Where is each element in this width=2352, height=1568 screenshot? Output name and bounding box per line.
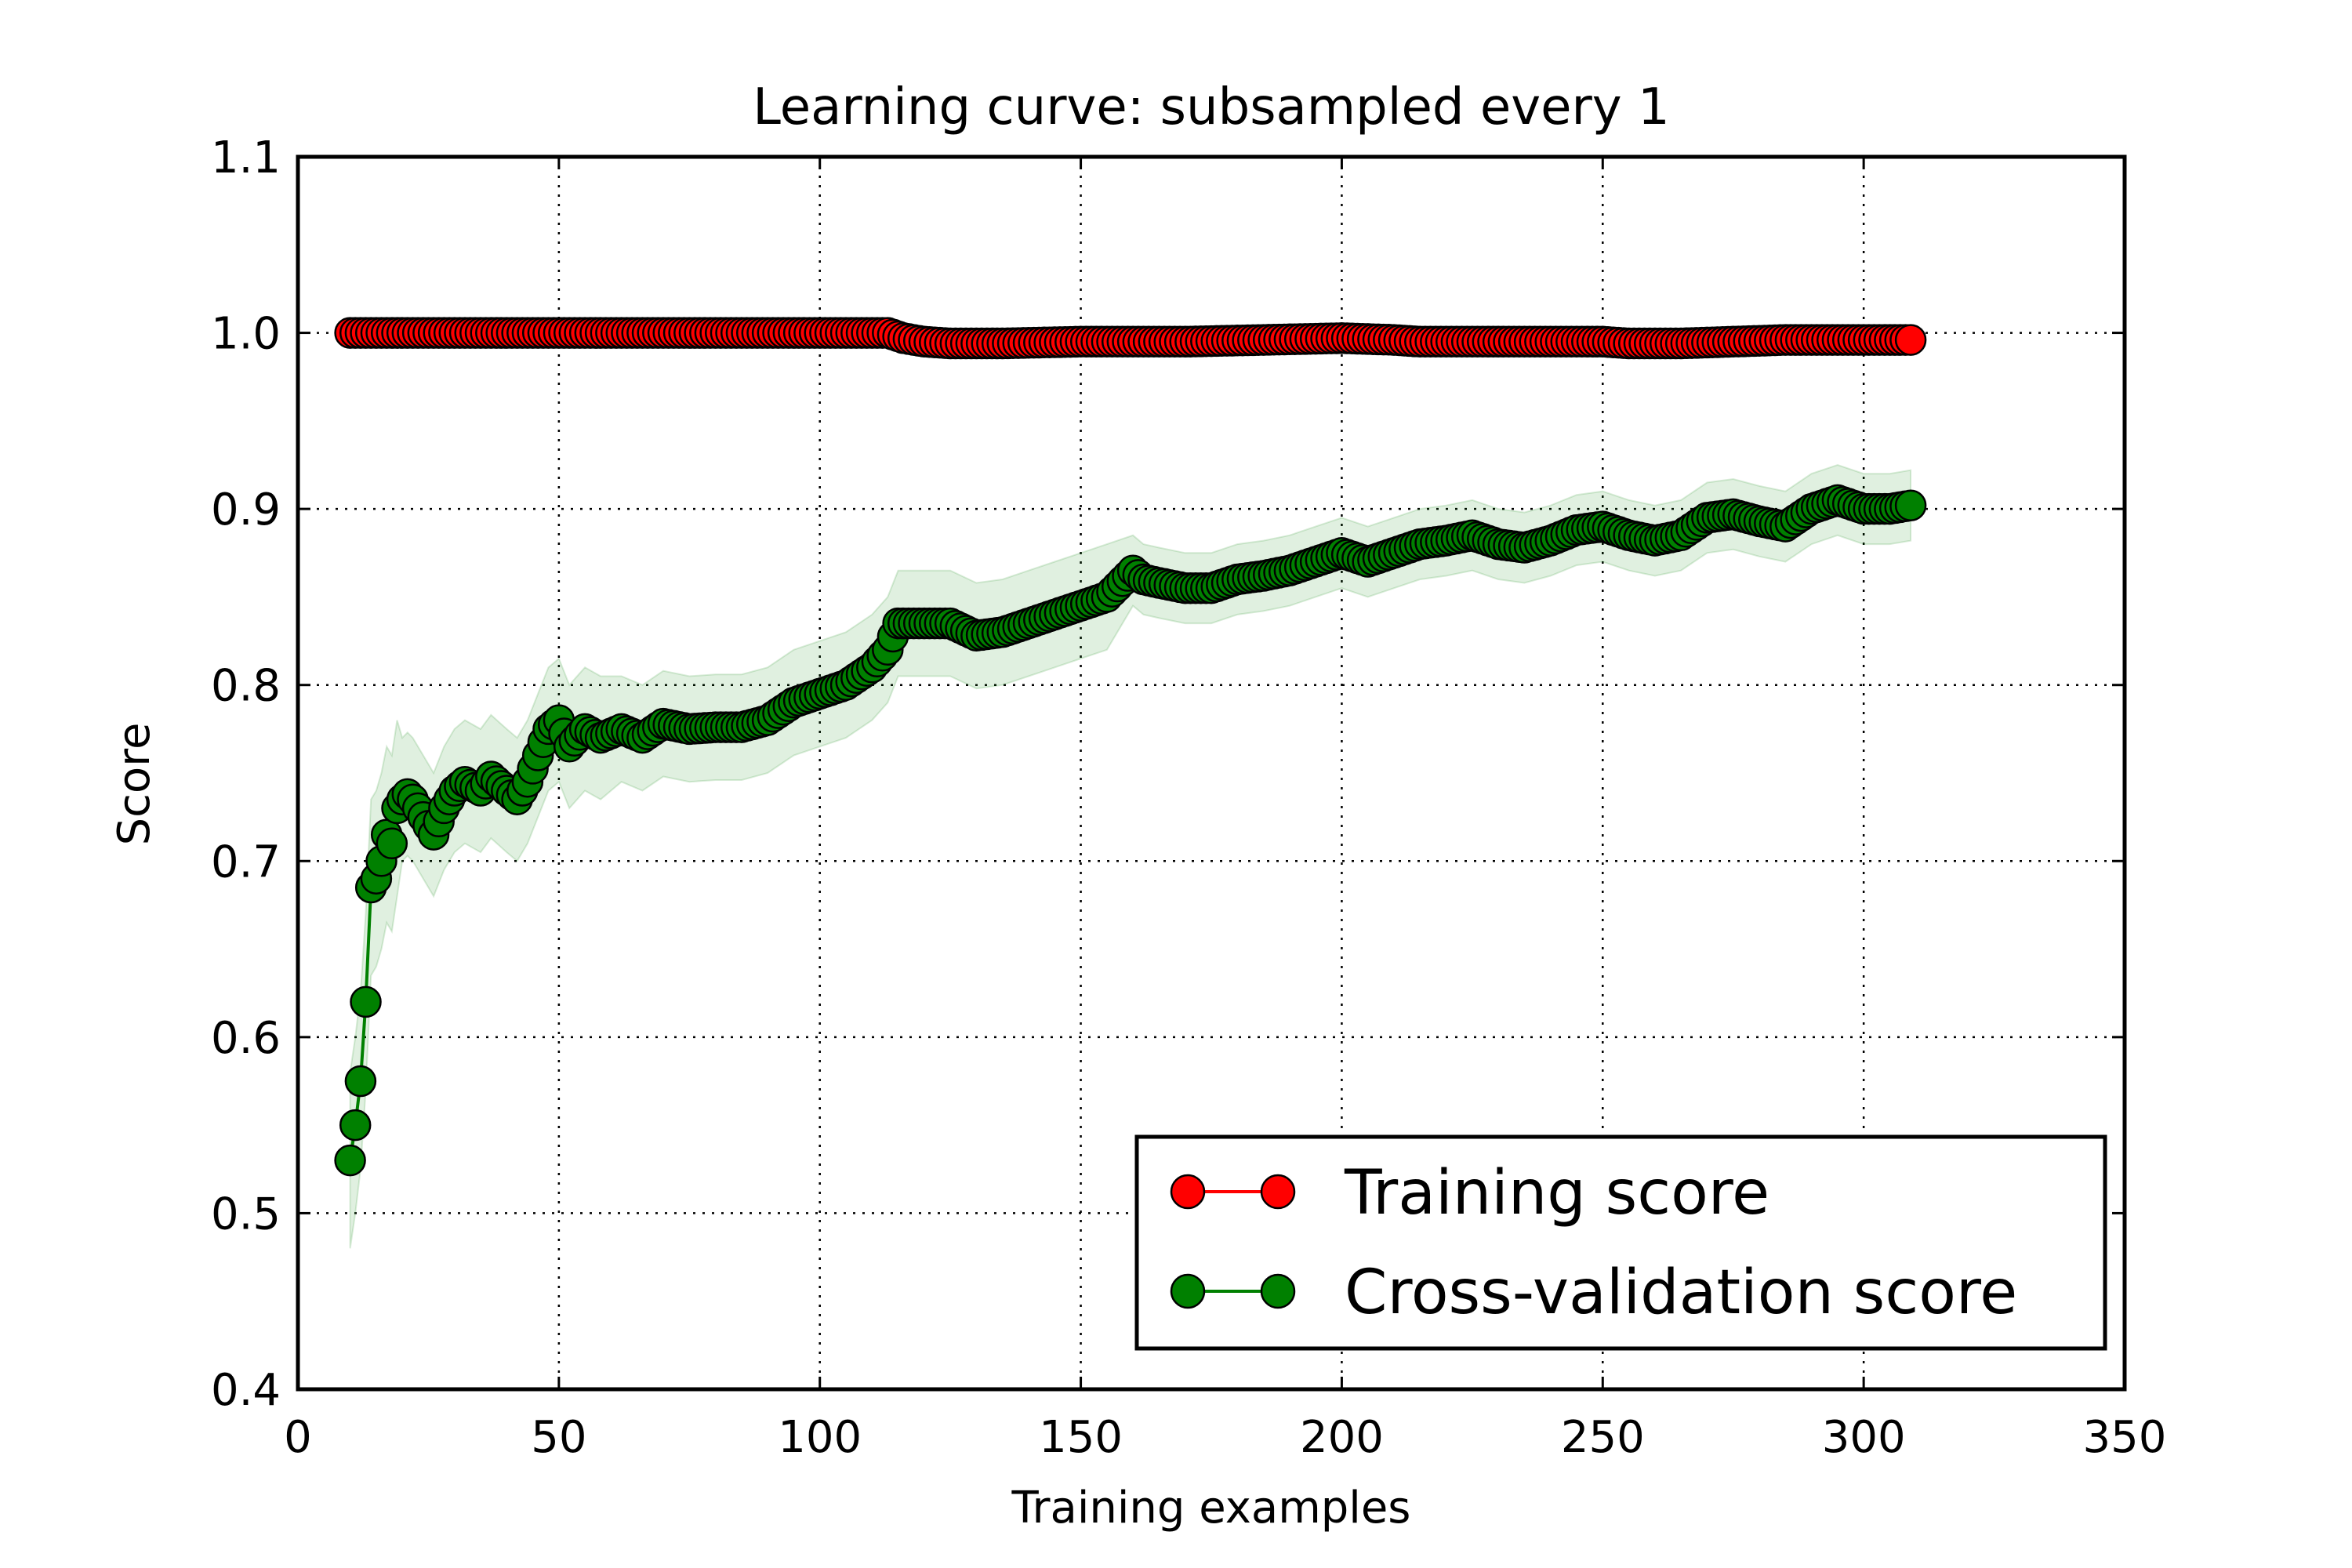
x-tick-label: 0 <box>284 1412 312 1463</box>
x-tick-label: 200 <box>1300 1412 1384 1463</box>
series-1-point <box>350 985 382 1018</box>
legend-marker <box>1260 1174 1296 1210</box>
y-tick-label: 0.9 <box>211 485 281 535</box>
x-axis-label: Training examples <box>1011 1483 1411 1534</box>
legend-box <box>1134 1134 2107 1351</box>
legend-marker <box>1170 1174 1206 1210</box>
legend-marker <box>1170 1273 1206 1309</box>
x-tick-label: 50 <box>531 1412 586 1463</box>
plot-frame <box>296 154 2127 1392</box>
series-1-point <box>376 827 408 860</box>
series-1-point <box>334 1144 366 1177</box>
y-tick-label: 0.5 <box>211 1189 281 1240</box>
y-tick-label: 1.1 <box>211 132 281 183</box>
chart-title: Learning curve: subsampled every 1 <box>753 78 1669 136</box>
x-tick-label: 100 <box>778 1412 862 1463</box>
x-tick-label: 250 <box>1561 1412 1645 1463</box>
legend-label: Training score <box>1344 1158 1769 1229</box>
y-axis-label: Score <box>109 723 160 846</box>
legend: Training score Cross-validation score <box>1134 1134 2107 1351</box>
y-tick-label: 0.7 <box>211 837 281 887</box>
legend-marker <box>1260 1273 1296 1309</box>
x-tick-label: 350 <box>2083 1412 2167 1463</box>
series-0-point <box>1894 324 1927 356</box>
legend-label: Cross-validation score <box>1345 1258 2017 1328</box>
x-tick-label: 150 <box>1039 1412 1123 1463</box>
y-tick-label: 1.0 <box>211 309 281 360</box>
plot-area: 0 50 100 150 200 250 300 350 0.4 0.5 0.6 0.7 0.8 0.9 1… <box>211 132 2167 1463</box>
y-tick-label: 0.8 <box>211 661 281 712</box>
series-1-point <box>339 1109 372 1142</box>
cv-score-band <box>349 463 1912 1249</box>
y-tick-label: 0.4 <box>211 1365 281 1416</box>
y-tick-label: 0.6 <box>211 1013 281 1064</box>
series-1-point <box>1894 489 1927 521</box>
series-1-point <box>344 1065 377 1098</box>
x-tick-label: 300 <box>1822 1412 1906 1463</box>
